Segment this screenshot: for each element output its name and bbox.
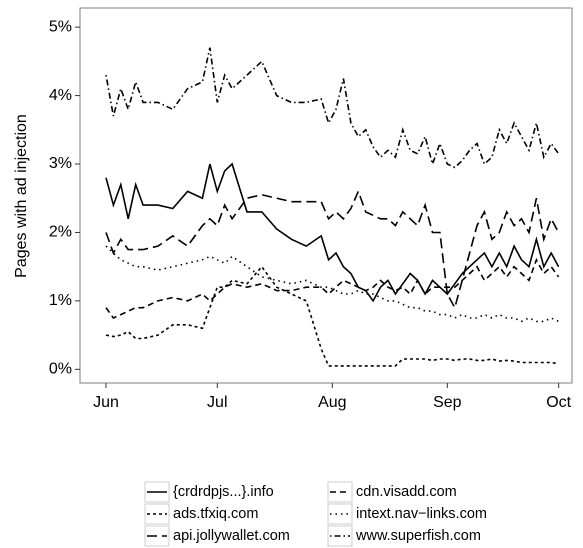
legend-label: www.superfish.com xyxy=(355,528,481,544)
plot-panel xyxy=(79,7,573,384)
series-line xyxy=(105,245,559,323)
y-tick-label: 3% xyxy=(49,155,72,172)
legend-label: api.jollywallet.com xyxy=(173,528,290,544)
y-tick-label: 1% xyxy=(49,292,72,309)
legend-label: cdn.visadd.com xyxy=(356,484,457,500)
x-tick-label: Jul xyxy=(207,394,227,411)
x-tick-label: Sep xyxy=(433,394,462,411)
series-line xyxy=(105,265,559,367)
series-line xyxy=(105,162,560,303)
y-tick-label: 0% xyxy=(49,361,72,378)
legend-label: ads.tfxiq.com xyxy=(173,506,258,522)
series-line xyxy=(105,257,560,320)
legend-key xyxy=(327,503,353,525)
y-tick-label: 2% xyxy=(49,224,72,241)
legend-label: intext.nav−links.com xyxy=(356,506,487,522)
x-tick-label: Jun xyxy=(93,394,119,411)
x-tick-label: Oct xyxy=(546,394,571,411)
x-tick-label: Aug xyxy=(318,394,346,411)
legend-label: {crdrdpjs...}.info xyxy=(173,484,274,500)
y-tick-label: 4% xyxy=(49,87,72,104)
y-tick-label: 5% xyxy=(49,18,72,35)
legend-key xyxy=(144,503,170,525)
y-axis-label: Pages with ad injection xyxy=(13,114,30,278)
series-line xyxy=(105,189,560,310)
